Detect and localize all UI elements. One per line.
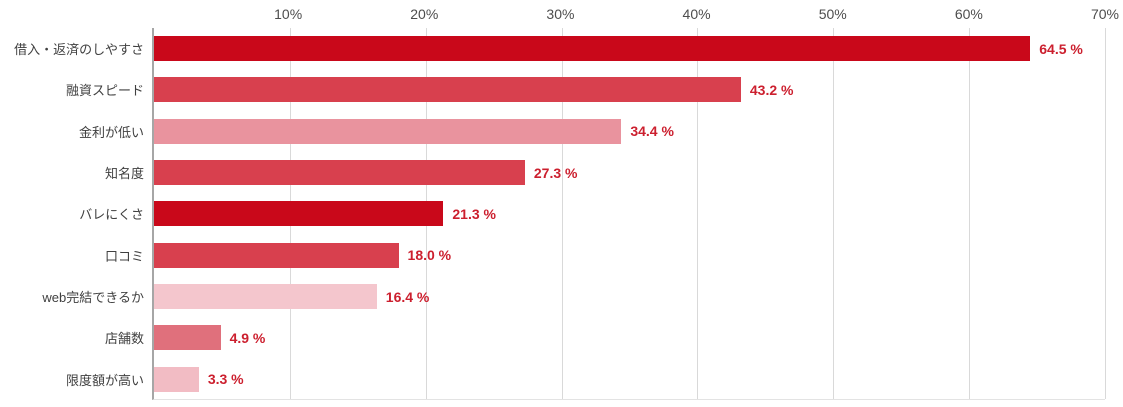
value-label: 3.3 %: [207, 371, 244, 388]
bar-row: 融資スピード 43.2 %: [0, 69, 1105, 110]
value-label: 64.5 %: [1039, 40, 1083, 57]
x-tick-label: 40%: [682, 6, 711, 22]
gridline: [561, 28, 563, 399]
bar-row: web完結できるか 16.4 %: [0, 276, 1105, 317]
value-label: 18.0 %: [407, 247, 452, 264]
bar-track: 21.3 %: [154, 193, 1105, 234]
bar: [154, 284, 377, 310]
value-label: 21.3 %: [452, 205, 496, 222]
x-tick-label: 20%: [410, 6, 439, 22]
x-axis-tick-labels: 10% 20% 30% 40% 50% 60% 70%: [152, 0, 1119, 28]
bar-row: 口コミ 18.0 %: [0, 235, 1105, 276]
value-label: 27.3 %: [533, 164, 578, 181]
bar: [154, 77, 741, 103]
category-label: 融資スピード: [65, 83, 144, 99]
bar-track: 4.9 %: [154, 317, 1105, 358]
category-label: 金利が低い: [78, 124, 144, 140]
bar-row: 店舗数 4.9 %: [0, 317, 1105, 358]
category-label: 借入・返済のしやすさ: [14, 42, 144, 58]
x-tick-label: 60%: [954, 6, 983, 22]
bar-track: 3.3 %: [154, 359, 1105, 400]
gridline: [833, 28, 835, 399]
gridline: [969, 28, 971, 399]
gridline: [1105, 28, 1106, 399]
bar-row: 限度額が高い 3.3 %: [0, 359, 1105, 400]
x-tick-label: 50%: [818, 6, 847, 22]
bar-track: 34.4 %: [154, 111, 1105, 152]
bar-track: 18.0 %: [154, 235, 1105, 276]
gridline: [697, 28, 699, 399]
category-label: 店舗数: [104, 331, 144, 347]
bar: [154, 201, 444, 227]
value-label: 34.4 %: [630, 123, 674, 140]
category-label: バレにくさ: [79, 207, 144, 223]
category-label: web完結できるか: [42, 290, 144, 306]
bar: [154, 36, 1031, 62]
value-label: 43.2 %: [749, 81, 794, 98]
bar-track: 16.4 %: [154, 276, 1105, 317]
category-label: 限度額が高い: [65, 372, 144, 388]
bar-track: 64.5 %: [154, 28, 1105, 69]
x-tick-label: 70%: [1090, 6, 1120, 22]
bar-row: 金利が低い 34.4 %: [0, 111, 1105, 152]
bar-track: 43.2 %: [154, 69, 1105, 110]
x-tick-label: 30%: [546, 6, 575, 22]
bar: [154, 118, 622, 144]
category-label: 知名度: [104, 166, 144, 182]
bar-row: バレにくさ 21.3 %: [0, 193, 1105, 234]
bar-track: 27.3 %: [154, 152, 1105, 193]
bar: [154, 325, 221, 351]
bar: [154, 366, 199, 392]
bar-row: 知名度 27.3 %: [0, 152, 1105, 193]
bar-rows: 借入・返済のしやすさ 64.5 % 融資スピード 43.2 % 金利が低い 34.4 % 知…: [0, 28, 1105, 400]
x-tick-label: 10%: [274, 6, 303, 22]
category-label: 口コミ: [104, 248, 144, 264]
bar-row: 借入・返済のしやすさ 64.5 %: [0, 28, 1105, 69]
bar: [154, 160, 525, 186]
value-label: 16.4 %: [385, 288, 430, 305]
value-label: 4.9 %: [229, 329, 266, 346]
bar: [154, 242, 399, 268]
